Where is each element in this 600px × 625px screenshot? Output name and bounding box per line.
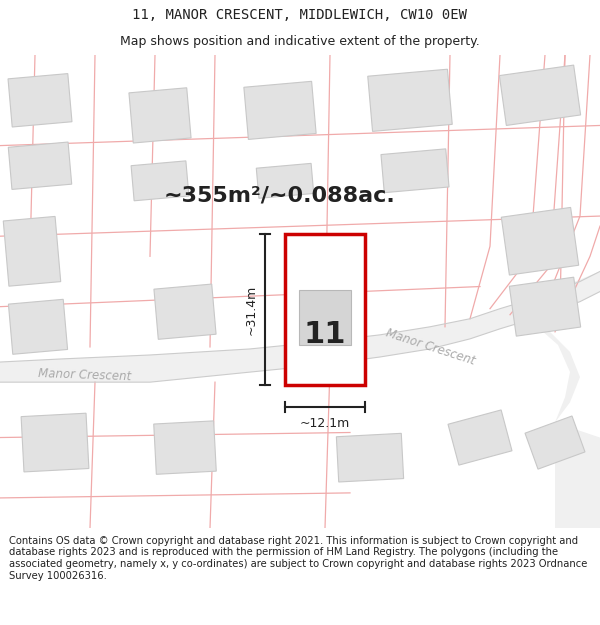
Text: ~355m²/~0.088ac.: ~355m²/~0.088ac.	[164, 186, 396, 206]
Polygon shape	[256, 163, 314, 198]
Text: 11: 11	[304, 321, 346, 349]
Polygon shape	[337, 433, 404, 482]
Polygon shape	[285, 234, 365, 385]
Polygon shape	[490, 309, 600, 528]
Polygon shape	[509, 278, 581, 336]
Polygon shape	[8, 299, 68, 354]
Text: ~31.4m: ~31.4m	[245, 284, 258, 335]
Text: 11, MANOR CRESCENT, MIDDLEWICH, CW10 0EW: 11, MANOR CRESCENT, MIDDLEWICH, CW10 0EW	[133, 8, 467, 22]
Polygon shape	[8, 74, 72, 127]
Polygon shape	[131, 161, 189, 201]
Polygon shape	[299, 289, 351, 345]
Text: Manor Crescent: Manor Crescent	[384, 326, 476, 367]
Polygon shape	[129, 88, 191, 143]
Polygon shape	[3, 216, 61, 286]
Polygon shape	[550, 271, 600, 312]
Text: Map shows position and indicative extent of the property.: Map shows position and indicative extent…	[120, 35, 480, 48]
Polygon shape	[368, 69, 452, 131]
Polygon shape	[244, 81, 316, 139]
Polygon shape	[154, 284, 216, 339]
Polygon shape	[154, 421, 216, 474]
Text: Contains OS data © Crown copyright and database right 2021. This information is : Contains OS data © Crown copyright and d…	[9, 536, 587, 581]
Polygon shape	[8, 142, 72, 189]
Polygon shape	[0, 271, 600, 382]
Polygon shape	[21, 413, 89, 472]
Polygon shape	[381, 149, 449, 192]
Polygon shape	[525, 416, 585, 469]
Text: ~12.1m: ~12.1m	[300, 418, 350, 431]
Polygon shape	[502, 208, 578, 275]
Polygon shape	[448, 410, 512, 465]
Polygon shape	[499, 65, 581, 126]
Text: Manor Crescent: Manor Crescent	[38, 367, 132, 383]
